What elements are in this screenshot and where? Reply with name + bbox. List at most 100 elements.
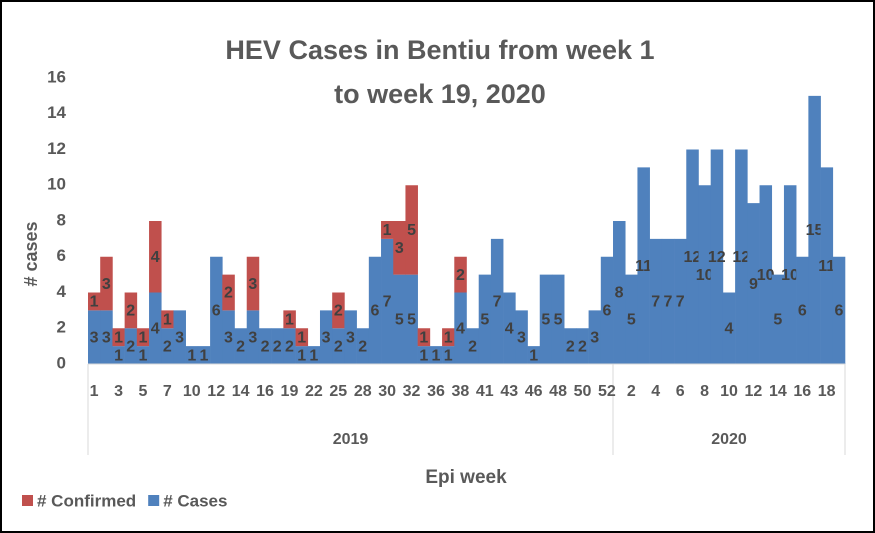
data-label: 12 <box>732 249 750 266</box>
data-label: 3 <box>517 329 526 346</box>
bar-segment <box>454 256 467 293</box>
data-label: 2 <box>273 338 282 355</box>
data-label: 5 <box>407 312 416 329</box>
data-label: 4 <box>151 249 160 266</box>
data-label: 11 <box>635 258 652 275</box>
data-label: 1 <box>200 347 209 364</box>
bar-segment <box>600 256 614 364</box>
bar-segment <box>588 310 602 364</box>
bar-segment <box>185 346 199 364</box>
data-label: 1 <box>187 347 196 364</box>
data-label: 7 <box>493 294 502 311</box>
y-tick-label: 2 <box>57 318 66 337</box>
bar-segment <box>381 221 394 239</box>
data-label: 7 <box>676 294 685 311</box>
y-tick-label: 6 <box>57 246 66 265</box>
x-tick-label: 2 <box>627 383 636 400</box>
bar-segment <box>710 149 724 364</box>
bar-segment <box>356 328 370 364</box>
y-tick-label: 0 <box>57 353 66 372</box>
data-label: 4 <box>725 320 734 337</box>
x-group-label: 2020 <box>711 431 747 448</box>
data-label: 2 <box>236 338 245 355</box>
x-axis-title: Epi week <box>425 467 507 488</box>
bar-segment <box>466 328 480 364</box>
x-tick-label: 10 <box>183 383 201 400</box>
data-label: 10 <box>696 267 714 284</box>
bar-segment <box>332 292 345 329</box>
bar-segment <box>747 203 760 364</box>
x-tick-label: 14 <box>232 383 250 400</box>
data-label: 7 <box>651 294 660 311</box>
bar-segment <box>332 328 345 364</box>
bar-segment <box>527 346 541 364</box>
x-tick-label: 12 <box>745 383 763 400</box>
data-label: 3 <box>248 329 257 346</box>
data-label: 1 <box>444 329 453 346</box>
data-label: 1 <box>114 347 123 364</box>
bar-segment <box>295 328 309 347</box>
data-label: 5 <box>554 312 563 329</box>
bar-segment <box>149 221 162 293</box>
bar-segment <box>637 167 650 364</box>
data-label: 1 <box>432 347 441 364</box>
bar-segment <box>674 238 687 364</box>
data-label: 2 <box>468 338 477 355</box>
bar-segment <box>295 346 309 364</box>
data-label: 7 <box>664 294 673 311</box>
data-label: 3 <box>322 329 331 346</box>
legend-label: # Confirmed <box>37 491 136 510</box>
bar-segment <box>832 256 846 364</box>
data-label: 15 <box>806 222 824 239</box>
data-label: 2 <box>126 338 135 355</box>
x-tick-label: 16 <box>256 383 274 400</box>
x-tick-label: 10 <box>720 383 738 400</box>
x-tick-label: 12 <box>207 383 225 400</box>
bar-segment <box>88 292 101 311</box>
bar-segment <box>576 328 589 364</box>
x-tick-label: 38 <box>451 383 469 400</box>
data-label: 3 <box>175 329 184 346</box>
x-tick-label: 25 <box>329 383 347 400</box>
data-label: 12 <box>683 249 701 266</box>
bar-segment <box>808 95 821 364</box>
data-label: 10 <box>757 267 775 284</box>
bar-segment <box>161 328 174 364</box>
x-tick-label: 36 <box>427 383 445 400</box>
data-label: 1 <box>138 329 147 346</box>
x-tick-label: 3 <box>114 383 123 400</box>
bar-segment <box>393 221 406 275</box>
bar-segment <box>649 238 663 364</box>
bar-segment <box>722 292 736 364</box>
data-label: 2 <box>456 267 465 284</box>
data-label: 1 <box>529 347 538 364</box>
bar-segment <box>100 256 113 311</box>
bar-segment <box>551 274 565 364</box>
data-label: 1 <box>444 347 453 364</box>
bar-segment <box>564 328 577 364</box>
x-tick-label: 14 <box>769 383 787 400</box>
bar-segment <box>210 256 223 364</box>
bar-segment <box>454 292 467 364</box>
data-label: 1 <box>383 222 392 239</box>
x-tick-label: 6 <box>676 383 685 400</box>
x-tick-label: 50 <box>574 383 592 400</box>
data-label: 1 <box>309 347 318 364</box>
bar-segment <box>686 149 699 364</box>
x-tick-label: 28 <box>354 383 372 400</box>
y-tick-label: 8 <box>57 210 66 229</box>
bar-segment <box>405 274 418 364</box>
bar-segment <box>368 256 382 364</box>
bar-segment <box>246 256 260 311</box>
data-label: 1 <box>138 347 147 364</box>
bar-segment <box>698 185 711 364</box>
data-label: 3 <box>395 240 404 257</box>
bar-segment <box>539 274 553 364</box>
bar-segment <box>136 328 150 347</box>
data-label: 5 <box>773 312 782 329</box>
bar-segment <box>307 346 321 364</box>
bar-segment <box>515 310 528 364</box>
bar-segment <box>124 292 138 329</box>
legend-swatch <box>148 495 160 506</box>
